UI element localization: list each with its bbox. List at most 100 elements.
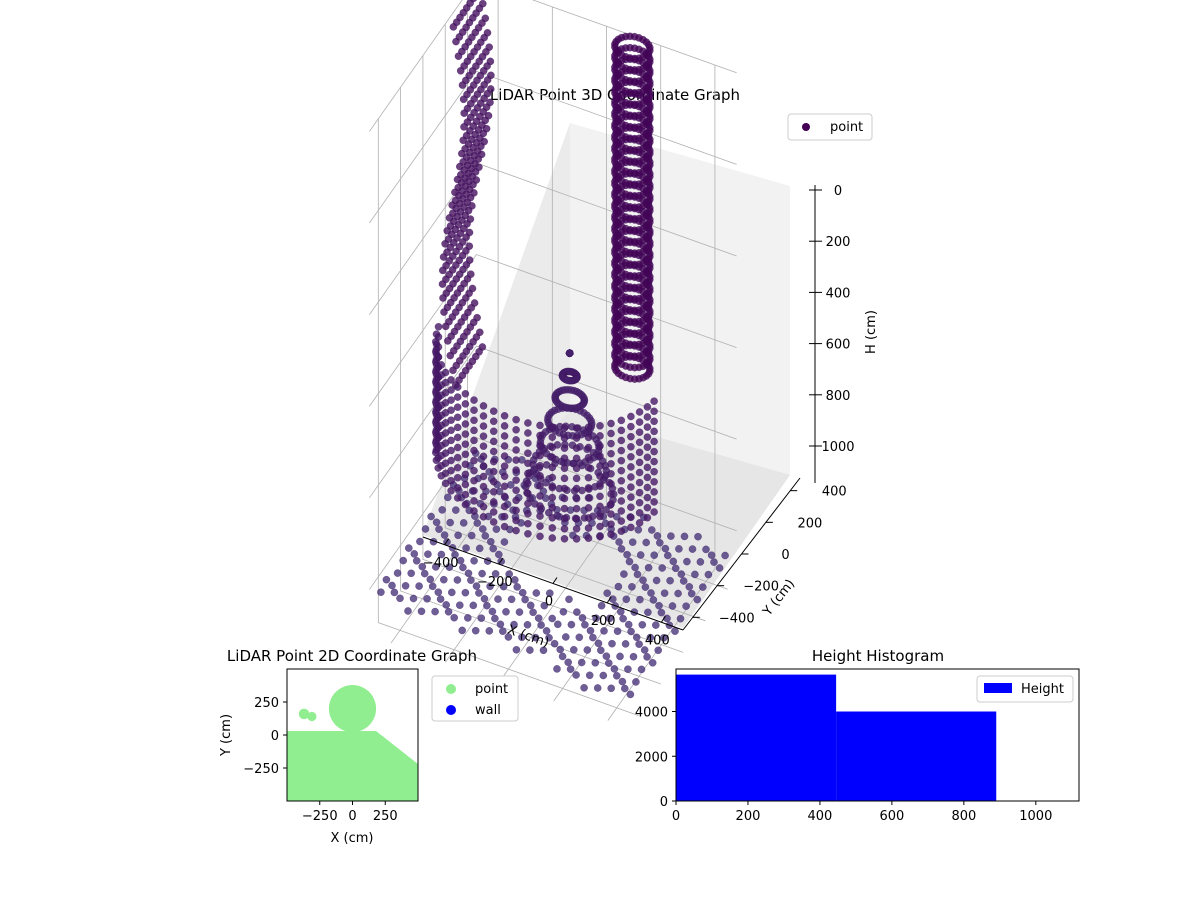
lidar-point <box>632 633 641 642</box>
lidar-point <box>627 442 635 451</box>
lidar-point <box>617 497 626 505</box>
lidar-point <box>512 496 520 505</box>
lidar-point <box>489 477 498 486</box>
z-tick-label: 200 <box>826 235 851 250</box>
lidar-point <box>548 503 557 512</box>
lidar-point <box>560 464 569 473</box>
scatter-3d-panel: LiDAR Point 3D Coordinate Graph −400−200… <box>369 0 879 721</box>
lidar-point <box>512 425 520 434</box>
lidar-point <box>615 538 623 546</box>
lidar-point <box>512 436 520 444</box>
lidar-point <box>489 437 498 446</box>
lidar-point <box>572 434 581 442</box>
lidar-point <box>475 589 483 597</box>
lidar-point <box>524 429 532 437</box>
lidar-point <box>643 453 652 462</box>
lidar-point <box>584 483 593 492</box>
lidar-point <box>461 588 470 597</box>
lidar-point <box>671 564 680 573</box>
z-tick-label: 800 <box>826 389 851 404</box>
lidar-point <box>607 520 615 529</box>
lidar-point <box>565 595 573 604</box>
lidar-point <box>617 476 626 485</box>
z-tick-label: 0 <box>834 184 842 199</box>
lidar-point <box>636 595 644 604</box>
lidar-point <box>479 502 488 511</box>
lidar-point <box>479 492 488 501</box>
lidar-point <box>594 639 603 648</box>
lidar-point <box>470 436 478 445</box>
x-tick-label-hist: 600 <box>879 809 904 824</box>
lidar-point <box>524 499 532 508</box>
lidar-point <box>621 373 630 382</box>
lidar-point <box>478 569 486 578</box>
legend-2d: point wall <box>431 675 519 722</box>
lidar-point <box>563 376 572 385</box>
lidar-point <box>650 488 658 496</box>
lidar-point <box>593 684 602 692</box>
lidar-point <box>592 614 600 623</box>
lidar-point <box>650 407 658 416</box>
x-tick-label: −200 <box>477 575 513 590</box>
lidar-point <box>404 607 412 615</box>
x-tick-label: 200 <box>591 614 616 629</box>
y-tick-label: 400 <box>822 485 847 500</box>
lidar-point <box>650 437 658 446</box>
lidar-point <box>500 442 509 450</box>
y-tick-label-hist: 0 <box>660 795 668 810</box>
lidar-point <box>536 441 544 450</box>
lidar-point <box>621 144 630 153</box>
lidar-point <box>455 162 464 171</box>
lidar-point <box>513 583 522 591</box>
lidar-point <box>620 684 629 693</box>
lidar-point <box>578 614 587 622</box>
lidar-point <box>536 471 544 480</box>
lidar-point <box>596 532 604 541</box>
lidar-point <box>532 589 541 597</box>
lidar-point <box>438 506 447 514</box>
lidar-point <box>401 581 410 590</box>
lidar-point <box>586 626 595 635</box>
lidar-point <box>657 608 666 617</box>
lidar-point <box>596 462 604 470</box>
lidar-point <box>567 620 576 629</box>
lidar-point <box>572 671 580 679</box>
lidar-point <box>626 690 635 699</box>
lidar-point <box>548 493 557 502</box>
lidar-point <box>584 453 593 462</box>
lidar-point <box>461 410 470 418</box>
lidar-point <box>572 444 581 453</box>
lidar-point <box>647 526 656 534</box>
lidar-point <box>655 538 664 547</box>
lidar-point <box>561 403 570 412</box>
lidar-point <box>581 620 589 629</box>
lidar-point <box>691 570 699 579</box>
lidar-point <box>469 601 478 610</box>
gridline-y <box>377 118 639 716</box>
lidar-point <box>507 595 516 604</box>
x-tick-label-hist: 0 <box>672 809 680 824</box>
x-tick <box>660 615 666 623</box>
lidar-point <box>607 500 615 508</box>
lidar-point <box>486 537 495 546</box>
lidar-point <box>461 440 470 449</box>
lidar-point <box>451 506 460 514</box>
lidar-point <box>449 23 458 31</box>
lidar-point <box>607 684 616 693</box>
lidar-point <box>426 575 435 584</box>
x-tick <box>606 596 612 604</box>
lidar-point <box>388 581 396 590</box>
lidar-point <box>481 532 490 540</box>
lidar-point <box>589 633 597 642</box>
legend-2d-label-wall: wall <box>475 703 501 718</box>
lidar-point <box>572 504 581 513</box>
lidar-point <box>621 293 630 302</box>
legend-hist-label: Height <box>1021 682 1064 697</box>
lidar-point <box>512 526 520 535</box>
lidar-point <box>489 544 498 553</box>
point-cloud-3d <box>377 0 729 699</box>
lidar-point <box>453 473 462 482</box>
lidar-point <box>548 443 557 452</box>
lidar-point <box>596 432 604 440</box>
lidar-point <box>447 426 455 435</box>
